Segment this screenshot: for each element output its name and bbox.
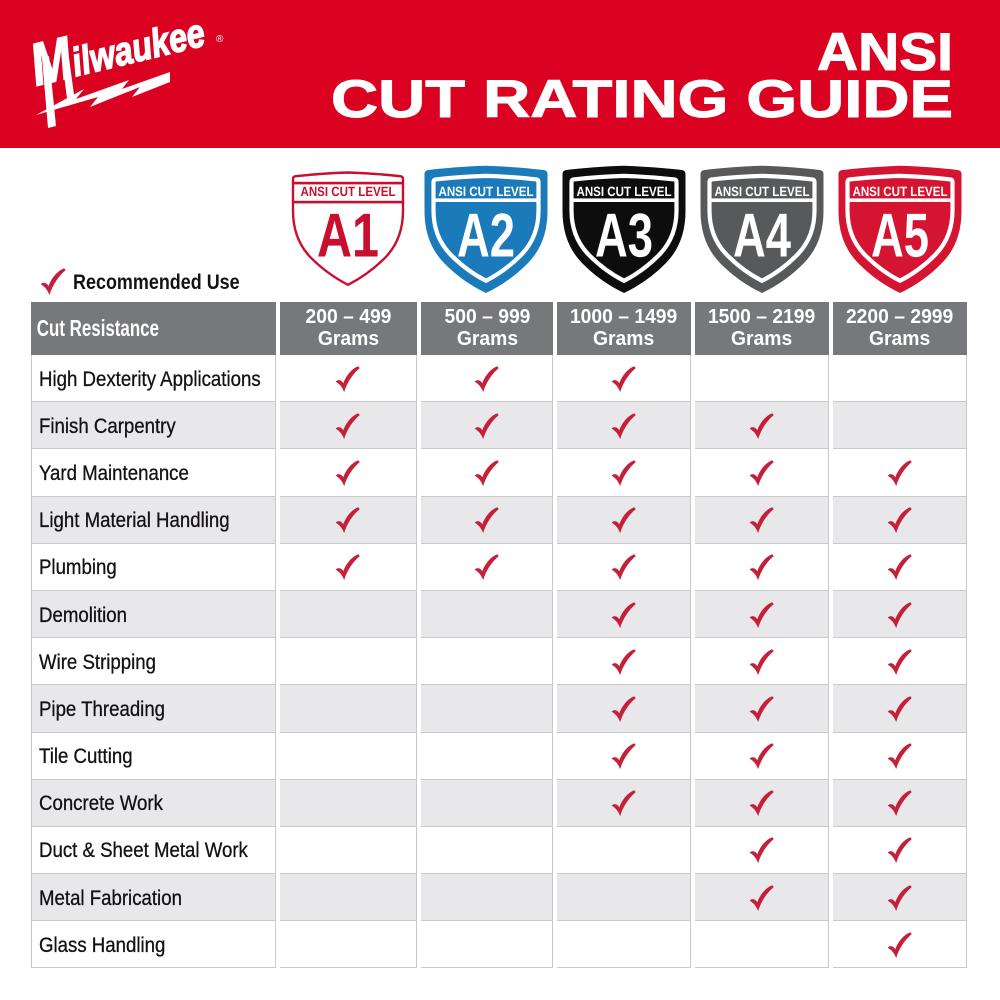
svg-text:ANSI CUT LEVEL: ANSI CUT LEVEL (715, 184, 810, 199)
svg-text:A2: A2 (457, 201, 515, 270)
svg-text:A5: A5 (871, 201, 929, 270)
svg-text:ANSI CUT LEVEL: ANSI CUT LEVEL (439, 184, 534, 199)
svg-text:A3: A3 (595, 201, 653, 270)
svg-text:ANSI: ANSI (817, 23, 953, 82)
svg-text:ANSI CUT LEVEL: ANSI CUT LEVEL (301, 184, 396, 199)
svg-text:A4: A4 (733, 201, 791, 270)
svg-text:®: ® (216, 34, 224, 45)
svg-text:ANSI CUT LEVEL: ANSI CUT LEVEL (577, 184, 672, 199)
svg-text:CUT RATING GUIDE: CUT RATING GUIDE (331, 70, 953, 129)
svg-text:A1: A1 (317, 201, 379, 270)
svg-text:ANSI CUT LEVEL: ANSI CUT LEVEL (853, 184, 948, 199)
